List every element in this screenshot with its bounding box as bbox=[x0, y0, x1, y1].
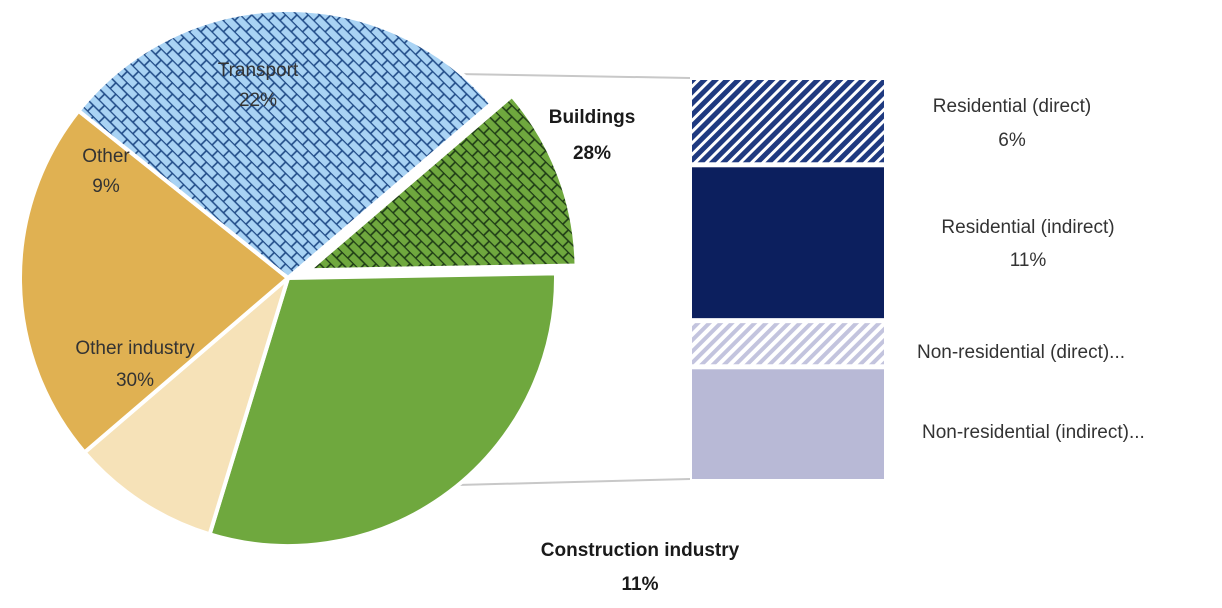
pie-label-other-industry: Other industry bbox=[75, 338, 195, 359]
bar-label-nonres-direct: Non-residential (direct)... bbox=[917, 342, 1125, 363]
bar-segment-nonres-direct bbox=[692, 323, 884, 365]
bar-label-res-direct: Residential (direct) bbox=[933, 96, 1091, 117]
pie-value-other: 9% bbox=[92, 176, 120, 197]
pie-slice-other-industry bbox=[207, 271, 558, 548]
pie-value-other-industry: 30% bbox=[116, 370, 154, 391]
pie-label-construction: Construction industry bbox=[541, 540, 740, 561]
pie-labels: Transport 22% Other 9% Other industry 30… bbox=[75, 60, 739, 595]
bar-segment-res-indirect bbox=[692, 167, 884, 319]
bar-label-res-indirect: Residential (indirect) bbox=[941, 217, 1114, 238]
bar-segment-nonres-indirect bbox=[692, 369, 884, 479]
bar-value-res-indirect: 11% bbox=[1010, 250, 1047, 271]
bar-label-nonres-indirect: Non-residential (indirect)... bbox=[922, 422, 1145, 443]
connector-line-top bbox=[457, 73, 691, 79]
connector-line-bottom bbox=[457, 478, 691, 486]
pie-label-transport: Transport bbox=[218, 60, 299, 81]
pie-value-construction: 11% bbox=[622, 574, 659, 595]
pie-slice-buildings bbox=[75, 8, 495, 281]
pie-slice-construction bbox=[303, 92, 579, 273]
bar-value-res-direct: 6% bbox=[998, 130, 1026, 151]
pie-value-transport: 22% bbox=[239, 90, 277, 111]
pie-label-buildings: Buildings bbox=[549, 107, 636, 128]
pie-value-buildings: 28% bbox=[573, 143, 611, 164]
pie-label-other: Other bbox=[82, 146, 130, 167]
bar-segment-res-direct bbox=[692, 80, 884, 163]
bar-labels: Residential (direct) 6% Residential (ind… bbox=[917, 96, 1145, 443]
connector-lines bbox=[457, 73, 691, 486]
pie-chart bbox=[18, 8, 579, 548]
pie-slice-transport bbox=[18, 107, 292, 456]
pie-slice-other bbox=[81, 272, 292, 537]
buildings-breakdown-bar bbox=[692, 80, 884, 479]
